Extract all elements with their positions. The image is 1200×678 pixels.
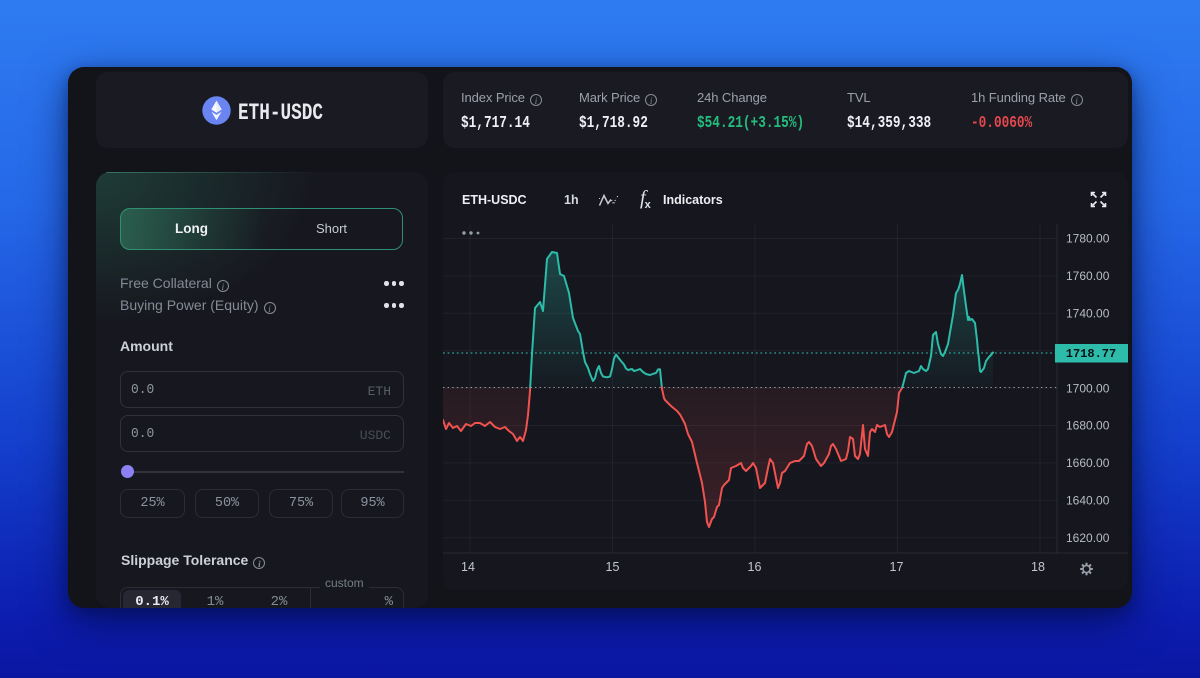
svg-text:1640.00: 1640.00 (1066, 494, 1110, 508)
svg-text:16: 16 (748, 560, 762, 574)
svg-text:17: 17 (890, 560, 904, 574)
svg-text:18: 18 (1031, 560, 1045, 574)
svg-text:1660.00: 1660.00 (1066, 456, 1110, 470)
svg-text:1740.00: 1740.00 (1066, 307, 1110, 321)
svg-text:1718.77: 1718.77 (1066, 347, 1116, 361)
svg-text:15: 15 (606, 560, 620, 574)
svg-text:1680.00: 1680.00 (1066, 419, 1110, 433)
svg-text:1620.00: 1620.00 (1066, 531, 1110, 545)
svg-text:1780.00: 1780.00 (1066, 232, 1110, 246)
svg-text:14: 14 (461, 560, 475, 574)
svg-text:1760.00: 1760.00 (1066, 269, 1110, 283)
svg-text:1700.00: 1700.00 (1066, 381, 1110, 395)
